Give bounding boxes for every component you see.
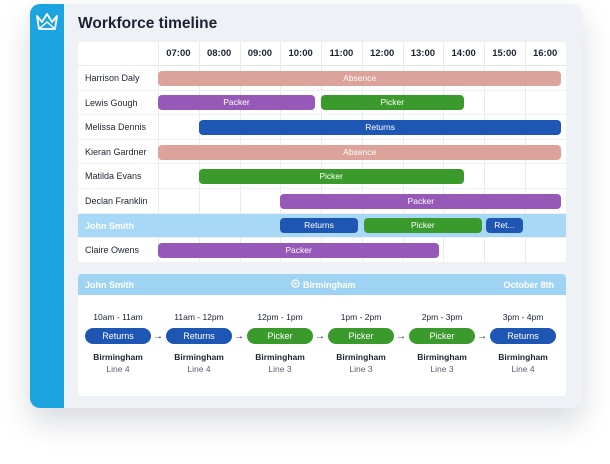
- hour-label: 13:00: [410, 48, 436, 59]
- step-time: 1pm - 2pm: [340, 312, 382, 322]
- step-city: Birmingham: [498, 352, 548, 362]
- hour-label: 10:00: [288, 48, 313, 59]
- step-role-pill[interactable]: Returns: [85, 328, 151, 344]
- detail-header: John Smith Birmingham October 8th: [78, 274, 566, 295]
- step-time: 11am - 12pm: [174, 312, 224, 322]
- employee-name: Claire Owens: [85, 245, 140, 256]
- step-role-pill[interactable]: Picker: [328, 328, 394, 344]
- shift-step: 2pm - 3pm Picker Birmingham Line 3: [408, 312, 476, 374]
- employee-name: Lewis Gough: [85, 97, 138, 108]
- timeline-row[interactable]: Lewis Gough Packer Picker: [78, 91, 566, 116]
- step-city: Birmingham: [174, 352, 224, 362]
- step-time: 10am - 11am: [93, 312, 143, 322]
- arrow-right-icon: →: [234, 331, 244, 342]
- timeline-row[interactable]: Declan Franklin Packer: [78, 189, 566, 214]
- step-time: 3pm - 4pm: [502, 312, 544, 322]
- timeline-row[interactable]: Matilda Evans Picker: [78, 164, 566, 189]
- hour-label: 08:00: [206, 48, 232, 59]
- shift-bar-absence[interactable]: Absence: [158, 70, 562, 86]
- hour-label: 15:00: [492, 48, 517, 59]
- step-time: 12pm - 1pm: [257, 312, 303, 322]
- step-role-pill[interactable]: Picker: [247, 328, 313, 344]
- step-line: Line 4: [187, 364, 211, 374]
- step-role-pill[interactable]: Picker: [409, 328, 475, 344]
- step-line: Line 3: [430, 364, 454, 374]
- shift-bar-packer[interactable]: Packer: [158, 95, 315, 111]
- shift-bar-absence[interactable]: Absence: [158, 144, 562, 160]
- shift-bar-returns[interactable]: Ret...: [486, 218, 523, 234]
- shift-step: 1pm - 2pm Picker Birmingham Line 3: [327, 312, 395, 374]
- step-city: Birmingham: [417, 352, 467, 362]
- timeline-panel: 07:00 08:00 09:00 10:00 11:00 12:00 13:00 14:00…: [78, 42, 566, 263]
- hour-label: 12:00: [369, 48, 395, 59]
- timeline-header: 07:00 08:00 09:00 10:00 11:00 12:00 13:00 14:00…: [78, 42, 566, 66]
- employee-name: Kieran Gardner: [85, 146, 147, 157]
- arrow-right-icon: →: [315, 331, 325, 342]
- crown-icon[interactable]: [35, 12, 59, 32]
- step-line: Line 3: [349, 364, 373, 374]
- step-city: Birmingham: [255, 352, 305, 362]
- shift-step: 11am - 12pm Returns Birmingham Line 4: [165, 312, 233, 374]
- employee-name: Matilda Evans: [85, 171, 142, 182]
- step-line: Line 3: [268, 364, 292, 374]
- sidebar: [30, 4, 64, 408]
- shift-step: 12pm - 1pm Picker Birmingham Line 3: [246, 312, 314, 374]
- arrow-right-icon: →: [153, 331, 163, 342]
- step-line: Line 4: [511, 364, 535, 374]
- shift-step: 3pm - 4pm Returns Birmingham Line 4: [489, 312, 557, 374]
- timeline-row[interactable]: Kieran Gardner Absence: [78, 140, 566, 165]
- hour-label: 11:00: [329, 48, 354, 59]
- timeline-row[interactable]: Claire Owens Packer: [78, 238, 566, 263]
- timeline-row[interactable]: Harrison Daly Absence: [78, 66, 566, 91]
- employee-name: Melissa Dennis: [85, 122, 147, 133]
- shift-bar-returns[interactable]: Returns: [198, 119, 562, 135]
- step-city: Birmingham: [336, 352, 386, 362]
- location-pin-icon: [291, 279, 300, 288]
- shift-bar-packer[interactable]: Packer: [158, 242, 440, 258]
- step-line: Line 4: [106, 364, 130, 374]
- shift-detail-panel: John Smith Birmingham October 8th 10am -…: [78, 274, 566, 396]
- arrow-right-icon: →: [396, 331, 406, 342]
- timeline-row[interactable]: Melissa Dennis Returns: [78, 115, 566, 140]
- employee-name: Declan Franklin: [85, 196, 148, 206]
- shift-bar-picker[interactable]: Picker: [198, 169, 464, 185]
- step-time: 2pm - 3pm: [421, 312, 463, 322]
- shift-bar-returns[interactable]: Returns: [280, 218, 358, 234]
- detail-date: October 8th: [503, 280, 554, 290]
- employee-name: Harrison Daly: [85, 73, 140, 83]
- hour-label: 07:00: [166, 48, 191, 59]
- arrow-right-icon: →: [477, 331, 487, 342]
- step-city: Birmingham: [93, 352, 143, 362]
- shift-bar-picker[interactable]: Picker: [321, 95, 464, 111]
- shift-bar-picker[interactable]: Picker: [363, 218, 482, 234]
- workforce-card: Workforce timeline 07:00 08:00 09:00 10:00 1…: [30, 4, 582, 408]
- page-title: Workforce timeline: [78, 15, 218, 32]
- shift-step: 10am - 11am Returns Birmingham Line 4: [84, 312, 152, 374]
- detail-person: John Smith: [85, 280, 134, 290]
- hour-label: 14:00: [451, 48, 476, 59]
- hour-label: 16:00: [532, 48, 558, 59]
- shift-bar-packer[interactable]: Packer: [280, 193, 562, 209]
- step-role-pill[interactable]: Returns: [166, 328, 232, 344]
- timeline-row[interactable]: John Smith Returns Picker Ret...: [78, 213, 566, 239]
- employee-name: John Smith: [85, 220, 134, 231]
- hour-label: 09:00: [247, 48, 273, 59]
- step-role-pill[interactable]: Returns: [490, 328, 556, 344]
- grid-line: [565, 42, 566, 263]
- detail-location: Birmingham: [303, 280, 356, 290]
